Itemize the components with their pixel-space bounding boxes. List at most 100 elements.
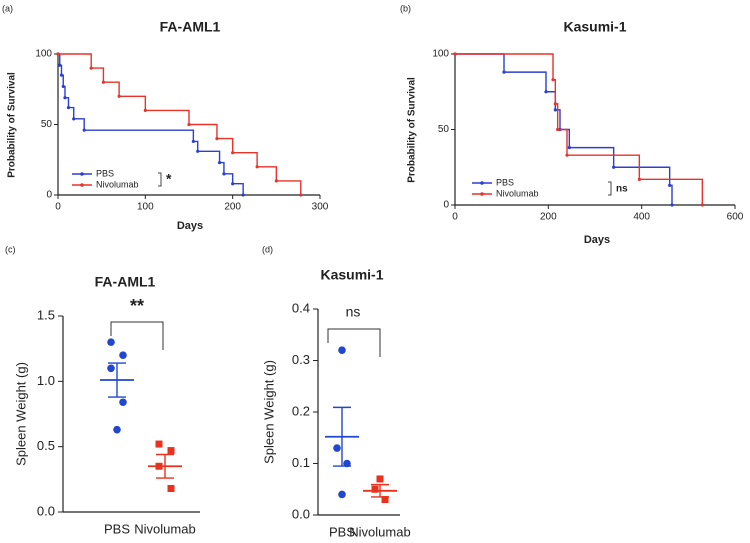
event-point <box>556 127 560 132</box>
event-point <box>299 193 303 197</box>
error-bar <box>333 406 351 467</box>
data-point <box>381 496 389 504</box>
legend-marker <box>80 183 84 187</box>
y-tick-label: 1.0 <box>37 373 55 388</box>
legend-label: PBS <box>496 177 514 187</box>
event-point <box>117 94 121 98</box>
data-point <box>167 447 175 455</box>
legend-marker <box>480 181 484 185</box>
event-point <box>187 122 191 127</box>
error-bar <box>108 362 126 398</box>
event-point <box>58 63 62 67</box>
event-point <box>101 80 106 84</box>
data-point <box>107 338 115 346</box>
event-point <box>551 78 555 82</box>
significance-bracket <box>158 172 162 187</box>
event-point <box>61 84 65 89</box>
x-tick-label: 600 <box>727 212 744 223</box>
event-point <box>612 165 616 169</box>
data-point <box>155 440 163 448</box>
significance-bracket <box>327 328 381 357</box>
y-tick-label: 0.0 <box>37 503 55 518</box>
y-axis-label: Probability of Survival <box>7 72 18 178</box>
error-bar <box>371 483 389 498</box>
x-axis-label: Days <box>584 234 610 246</box>
data-point <box>338 490 346 499</box>
panel-label: (b) <box>400 3 411 13</box>
event-point <box>241 193 245 197</box>
chart-title: FA-AML1 <box>160 19 221 35</box>
y-tick-label: 0.1 <box>292 455 310 470</box>
y-tick-label: 1.5 <box>37 307 55 322</box>
panel-label: (c) <box>5 244 16 254</box>
x-tick-label: 100 <box>137 202 154 213</box>
panel-label: (d) <box>262 244 273 254</box>
event-point <box>72 117 76 121</box>
data-point <box>113 425 121 434</box>
event-point <box>567 146 571 150</box>
event-point <box>544 90 548 94</box>
y-tick-label: 0.5 <box>37 438 55 453</box>
significance-label: ns <box>616 184 628 195</box>
data-point <box>119 351 127 360</box>
data-point <box>338 346 346 355</box>
event-point <box>59 73 64 77</box>
legend-marker <box>480 192 484 196</box>
event-point <box>66 105 71 110</box>
event-point <box>217 160 222 165</box>
x-tick-label: Nivolumab <box>349 524 410 539</box>
data-point <box>376 475 384 483</box>
y-tick-label: 50 <box>41 119 53 130</box>
event-point <box>191 139 195 144</box>
event-point <box>553 108 557 112</box>
legend-marker <box>80 172 84 176</box>
x-tick-label: 200 <box>224 202 241 213</box>
significance-label: * <box>166 171 172 187</box>
event-point <box>143 108 147 112</box>
data-point <box>333 444 341 452</box>
data-point <box>107 364 115 373</box>
x-tick-label: Nivolumab <box>134 521 195 536</box>
event-point <box>89 66 93 70</box>
significance-bracket <box>608 181 612 196</box>
y-tick-label: 50 <box>438 124 450 135</box>
event-point <box>231 182 235 186</box>
event-point <box>274 179 278 183</box>
y-tick-label: 100 <box>35 49 52 60</box>
event-point <box>82 128 86 132</box>
y-tick-label: 0.3 <box>292 352 310 367</box>
x-tick-label: 0 <box>55 202 61 213</box>
panel-label: (a) <box>2 3 13 13</box>
event-point <box>56 52 60 56</box>
significance-label: ns <box>346 304 361 320</box>
y-tick-label: 0.4 <box>292 300 310 315</box>
event-point <box>700 203 704 207</box>
chart-title: FA-AML1 <box>95 274 156 290</box>
event-point <box>215 137 219 141</box>
data-point <box>371 485 379 493</box>
x-tick-label: PBS <box>329 524 355 539</box>
survival-curve <box>58 53 302 195</box>
event-point <box>231 151 235 155</box>
significance-bracket <box>110 321 164 350</box>
chart-title: Kasumi-1 <box>563 19 626 35</box>
x-tick-label: 300 <box>312 202 329 213</box>
x-tick-label: 0 <box>452 212 458 223</box>
data-point <box>119 398 127 407</box>
y-tick-label: 0 <box>443 200 449 211</box>
y-tick-label: 100 <box>432 49 449 60</box>
event-point <box>637 177 641 181</box>
event-point <box>565 153 569 157</box>
error-bar <box>156 453 174 479</box>
y-axis-label: Spleen Weight (g) <box>13 362 28 466</box>
event-point <box>222 172 226 176</box>
y-axis-label: Probability of Survival <box>407 77 418 183</box>
y-tick-label: 0.2 <box>292 403 310 418</box>
legend-label: Nivolumab <box>96 179 139 189</box>
data-point <box>167 484 175 492</box>
legend-label: PBS <box>96 168 114 178</box>
x-tick-label: PBS <box>104 521 130 536</box>
event-point <box>502 70 506 74</box>
chart-title: Kasumi-1 <box>320 267 383 283</box>
